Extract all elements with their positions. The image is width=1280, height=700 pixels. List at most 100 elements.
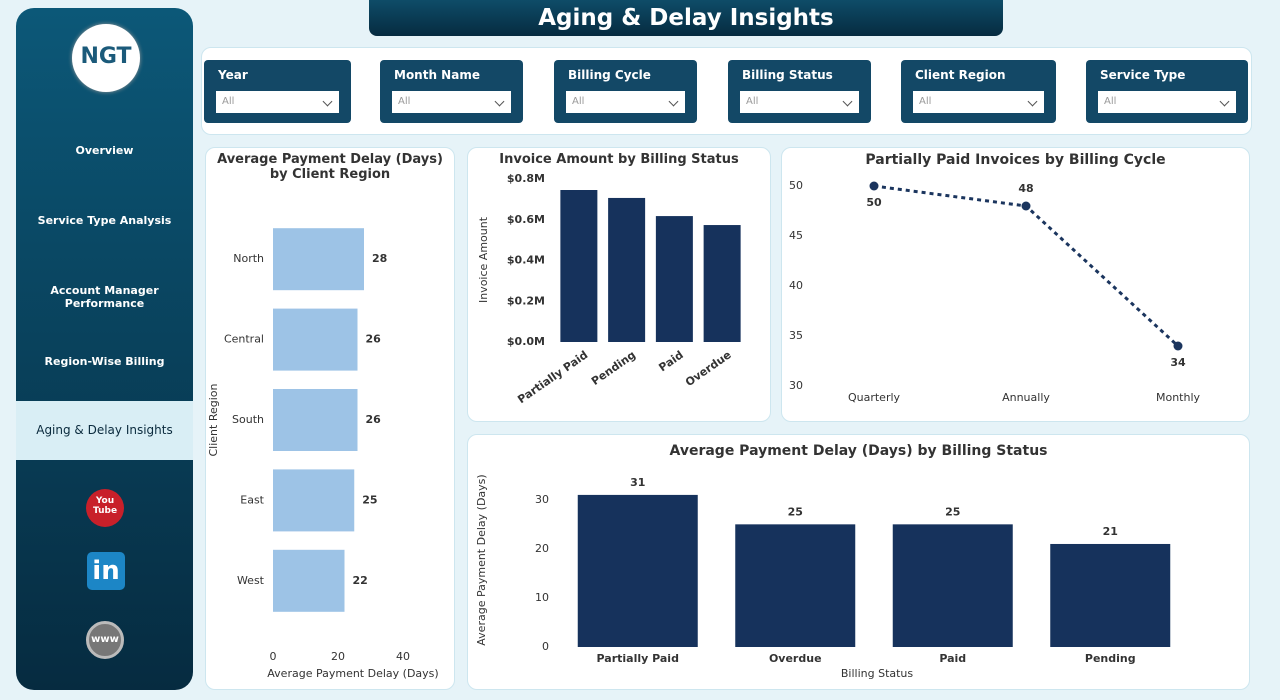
bar [273, 308, 358, 371]
x-tick-label: 40 [396, 650, 410, 663]
sidebar: NGT Overview Service Type Analysis Accou… [16, 8, 193, 690]
y-tick-label: 35 [789, 329, 803, 342]
y-tick-label: 0 [542, 640, 549, 653]
x-tick-label: Pending [589, 348, 638, 388]
bar [608, 197, 646, 342]
youtube-icon[interactable]: You Tube [86, 489, 124, 527]
bar [273, 549, 345, 612]
data-label: 25 [788, 505, 803, 518]
bar [735, 524, 856, 647]
data-label: 25 [945, 505, 960, 518]
filter-label: Year [218, 68, 248, 82]
bar [892, 524, 1013, 647]
nav-item[interactable]: Account Manager Performance [50, 284, 159, 310]
filter-dropdown[interactable]: All [216, 91, 339, 113]
bar [273, 389, 358, 451]
x-axis-label: Billing Status [841, 667, 914, 680]
chart-title: Average Payment Delay (Days) by Billing … [669, 443, 1048, 459]
x-tick-label: Paid [939, 652, 966, 665]
nav-item[interactable]: Overview [75, 144, 134, 157]
nav-item[interactable]: Service Type Analysis [37, 214, 172, 227]
filter-label: Client Region [915, 68, 1006, 82]
filter-dropdown[interactable]: All [392, 91, 511, 113]
filter-dropdown[interactable]: All [1098, 91, 1236, 113]
data-label: 25 [362, 493, 377, 506]
chart-title: Average Payment Delay (Days) by Client R… [217, 152, 443, 182]
y-tick-label: South [232, 413, 264, 426]
y-tick-label: 40 [789, 279, 803, 292]
y-axis-label: Invoice Amount [477, 216, 490, 303]
y-axis-label: Average Payment Delay (Days) [475, 474, 488, 645]
filter[interactable]: Month Name All [380, 60, 523, 123]
icon-text: Tube [92, 506, 118, 516]
bar [560, 190, 598, 342]
x-tick-label: Overdue [683, 348, 734, 389]
filter[interactable]: Billing Status All [728, 60, 871, 123]
x-tick-label: Paid [656, 348, 685, 374]
page-title: Aging & Delay Insights [369, 0, 1003, 36]
chart-title: Partially Paid Invoices by Billing Cycle [865, 152, 1166, 168]
y-tick-label: 30 [535, 493, 549, 506]
filter-label: Service Type [1100, 68, 1186, 82]
filter-panel [201, 47, 1252, 135]
y-tick-label: 45 [789, 229, 803, 242]
y-tick-label: $0.4M [507, 254, 545, 267]
filter[interactable]: Year All [204, 60, 351, 123]
y-tick-label: North [233, 252, 264, 265]
filter-label: Month Name [394, 68, 480, 82]
logo: NGT [72, 24, 140, 92]
data-label: 31 [630, 476, 645, 489]
filter-dropdown[interactable]: All [913, 91, 1044, 113]
y-axis-label: Client Region [207, 383, 220, 456]
web-icon[interactable]: www [86, 621, 124, 659]
y-tick-label: $0.2M [507, 294, 545, 307]
y-tick-label: 10 [535, 591, 549, 604]
point [1021, 201, 1031, 211]
data-label: 28 [372, 252, 387, 265]
x-tick-label: Partially Paid [597, 652, 679, 665]
filter[interactable]: Service Type All [1086, 60, 1248, 123]
x-tick-label: Quarterly [848, 391, 901, 404]
chart-title: Invoice Amount by Billing Status [499, 152, 739, 167]
point [869, 181, 879, 191]
bar [703, 225, 741, 342]
y-tick-label: West [237, 574, 265, 587]
data-label: 50 [866, 196, 882, 209]
filter-dropdown[interactable]: All [566, 91, 685, 113]
x-tick-label: Overdue [769, 652, 822, 665]
chart-panel: Partially Paid Invoices by Billing Cycle [781, 147, 1250, 422]
y-tick-label: $0.8M [507, 172, 545, 185]
data-label: 21 [1103, 525, 1118, 538]
nav-item[interactable]: Region-Wise Billing [44, 355, 165, 368]
filter-label: Billing Cycle [568, 68, 651, 82]
bar [577, 494, 698, 647]
y-tick-label: $0.0M [507, 335, 545, 348]
filter[interactable]: Billing Cycle All [554, 60, 697, 123]
data-label: 26 [366, 333, 382, 346]
y-tick-label: 20 [535, 542, 549, 555]
point [1173, 341, 1183, 351]
y-tick-label: Central [224, 333, 264, 346]
filter-label: Billing Status [742, 68, 833, 82]
x-tick-label: Annually [1002, 391, 1050, 404]
x-tick-label: Pending [1085, 652, 1136, 665]
logo-text: NGT [80, 44, 132, 69]
x-tick-label: Partially Paid [515, 348, 590, 406]
y-tick-label: 30 [789, 379, 803, 392]
linkedin-icon[interactable]: in [87, 552, 125, 590]
data-label: 22 [353, 574, 368, 587]
nav-item-active[interactable]: Aging & Delay Insights [16, 401, 193, 460]
bar [1050, 543, 1171, 647]
filter[interactable]: Client Region All [901, 60, 1056, 123]
x-tick-label: 20 [331, 650, 345, 663]
y-tick-label: 50 [789, 179, 803, 192]
icon-text: You [95, 496, 115, 506]
y-tick-label: $0.6M [507, 213, 545, 226]
filter-dropdown[interactable]: All [740, 91, 859, 113]
bar [655, 216, 693, 342]
data-label: 48 [1018, 182, 1033, 195]
data-label: 34 [1170, 356, 1186, 369]
x-tick-label: 0 [270, 650, 277, 663]
